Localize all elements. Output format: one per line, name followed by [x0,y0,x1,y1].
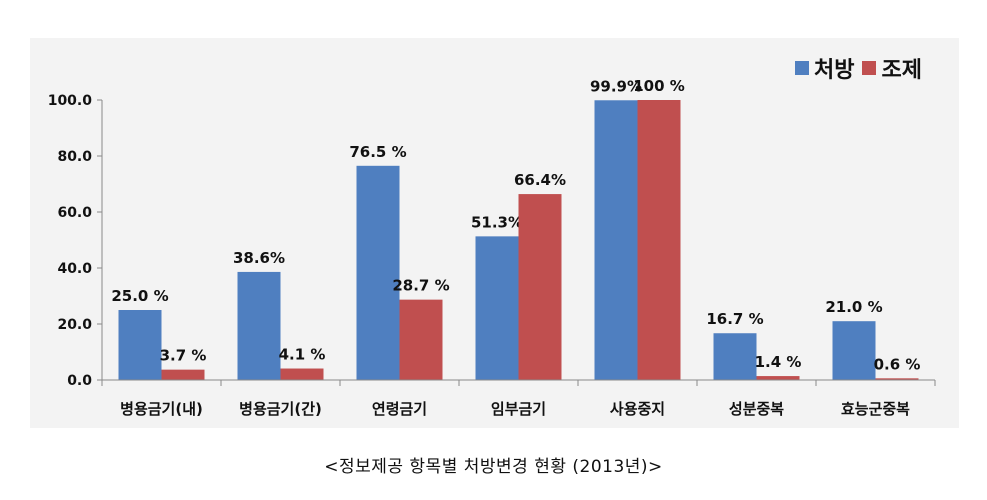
bar-series-2 [518,194,562,380]
data-label: 1.4 % [755,353,802,371]
legend-swatch-series-1 [795,61,809,75]
data-label: 3.7 % [160,347,207,365]
y-tick-label: 80.0 [57,149,92,165]
data-label: 51.3% [471,213,523,231]
bar-series-2 [399,299,443,380]
data-label: 16.7 % [706,310,763,328]
bar-series-1 [594,100,638,380]
x-tick-label: 병용금기(내) [120,400,203,418]
x-tick-label: 성분중복 [729,400,784,418]
chart-caption: <정보제공 항목별 처방변경 현황 (2013년)> [324,457,663,477]
data-label: 4.1 % [279,346,326,364]
x-tick-label: 병용금기(간) [239,400,322,418]
bar-chart: 0.0 20.0 40.0 60.0 80.0 100.0 25.0 % 3.7 % 병용금기(… [48,77,936,418]
y-tick-label: 0.0 [67,373,92,389]
x-tick-label: 임부금기 [491,400,546,418]
data-label: 25.0 % [111,287,168,305]
bar-series-1 [356,165,400,380]
y-tick-label: 40.0 [57,261,92,277]
legend-item-series-2: 조제 [862,52,922,84]
bar-series-2 [161,369,205,380]
bar-series-1 [237,271,281,380]
chart-area: 0.0 20.0 40.0 60.0 80.0 100.0 25.0 % 3.7 % 병용금기(… [30,38,959,428]
bar-series-2 [875,378,919,380]
y-tick-label: 20.0 [57,317,92,333]
data-label: 0.6 % [874,355,921,373]
legend-label-series-2: 조제 [881,58,922,83]
data-label: 76.5 % [349,143,406,161]
data-label: 66.4% [514,171,566,189]
bar-series-2 [637,100,681,380]
data-label: 99.9% [590,77,642,95]
chart-legend: 처방 조제 [795,52,922,84]
x-tick-label: 연령금기 [372,400,427,418]
data-label: 28.7 % [392,277,449,295]
bar-series-2 [756,376,800,380]
bar-series-1 [832,321,876,380]
data-label: 38.6% [233,249,285,267]
bar-series-1 [118,310,162,380]
bar-series-1 [475,236,519,380]
data-label: 100 % [633,77,685,95]
legend-item-series-1: 처방 [795,52,854,84]
legend-label-series-1: 처방 [814,58,855,83]
y-tick-label: 60.0 [57,205,92,221]
x-tick-label: 효능군중복 [841,400,910,418]
bar-series-2 [280,368,324,380]
x-tick-label: 사용중지 [610,400,665,418]
bar-series-1 [713,333,757,380]
y-tick-label: 100.0 [48,93,93,109]
legend-swatch-series-2 [862,61,877,75]
data-label: 21.0 % [825,298,882,316]
